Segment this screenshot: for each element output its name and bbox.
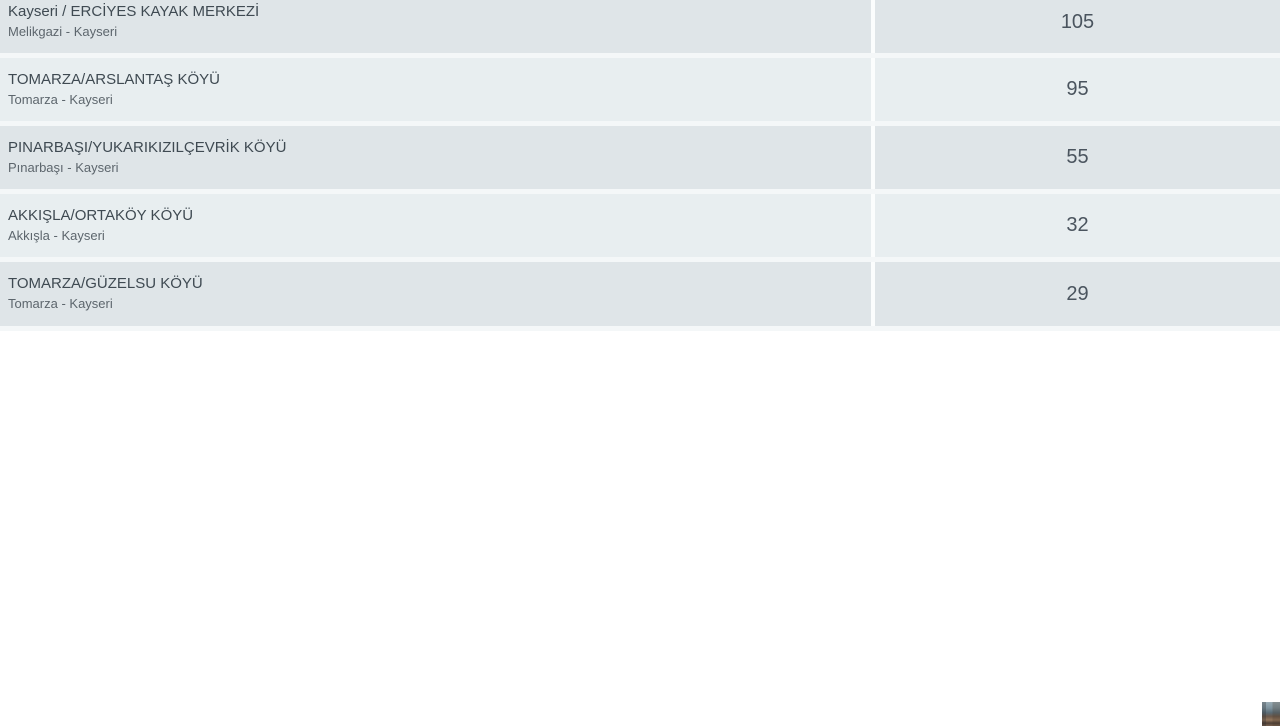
station-value: 55 [1066, 146, 1089, 168]
station-location: Akkışla - Kayseri [8, 228, 105, 243]
station-cell: TOMARZA/ARSLANTAŞ KÖYÜ Tomarza - Kayseri [0, 58, 871, 121]
row-separator [0, 257, 1280, 262]
table-row[interactable]: AKKIŞLA/ORTAKÖY KÖYÜ Akkışla - Kayseri 3… [0, 194, 1280, 257]
value-cell: 29 [875, 262, 1280, 326]
station-location: Tomarza - Kayseri [8, 296, 113, 311]
column-divider [871, 0, 875, 53]
station-cell: AKKIŞLA/ORTAKÖY KÖYÜ Akkışla - Kayseri [0, 194, 871, 257]
corner-thumbnail-image [1262, 702, 1280, 726]
column-divider [871, 194, 875, 257]
station-name: Kayseri / ERCİYES KAYAK MERKEZİ [8, 3, 260, 20]
station-cell: Kayseri / ERCİYES KAYAK MERKEZİ Melikgaz… [0, 0, 871, 53]
value-cell: 105 [875, 0, 1280, 53]
station-location: Melikgazi - Kayseri [8, 24, 118, 39]
value-cell: 32 [875, 194, 1280, 257]
row-separator [0, 189, 1280, 194]
station-cell: PINARBAŞI/YUKARIKIZILÇEVRİK KÖYÜ Pınarba… [0, 126, 871, 189]
column-divider [871, 126, 875, 189]
table-row[interactable]: TOMARZA/GÜZELSU KÖYÜ Tomarza - Kayseri 2… [0, 262, 1280, 326]
station-value: 105 [1060, 10, 1095, 33]
value-cell: 55 [875, 126, 1280, 189]
station-value: 95 [1066, 78, 1089, 100]
station-name: PINARBAŞI/YUKARIKIZILÇEVRİK KÖYÜ [8, 139, 287, 156]
table-row[interactable]: PINARBAŞI/YUKARIKIZILÇEVRİK KÖYÜ Pınarba… [0, 126, 1280, 189]
station-value: 29 [1066, 282, 1089, 305]
station-name: AKKIŞLA/ORTAKÖY KÖYÜ [8, 207, 194, 224]
station-name: TOMARZA/GÜZELSU KÖYÜ [8, 275, 203, 292]
column-divider [871, 262, 875, 326]
station-name: TOMARZA/ARSLANTAŞ KÖYÜ [8, 71, 220, 88]
table-row[interactable]: TOMARZA/ARSLANTAŞ KÖYÜ Tomarza - Kayseri… [0, 58, 1280, 121]
station-cell: TOMARZA/GÜZELSU KÖYÜ Tomarza - Kayseri [0, 262, 871, 326]
table-row[interactable]: Kayseri / ERCİYES KAYAK MERKEZİ Melikgaz… [0, 0, 1280, 53]
row-separator [0, 121, 1280, 126]
station-value: 32 [1066, 214, 1089, 236]
value-cell: 95 [875, 58, 1280, 121]
row-separator [0, 53, 1280, 58]
station-location: Pınarbaşı - Kayseri [8, 160, 119, 175]
column-divider [871, 58, 875, 121]
station-location: Tomarza - Kayseri [8, 92, 113, 107]
station-table: Kayseri / ERCİYES KAYAK MERKEZİ Melikgaz… [0, 0, 1280, 331]
row-separator [0, 326, 1280, 331]
